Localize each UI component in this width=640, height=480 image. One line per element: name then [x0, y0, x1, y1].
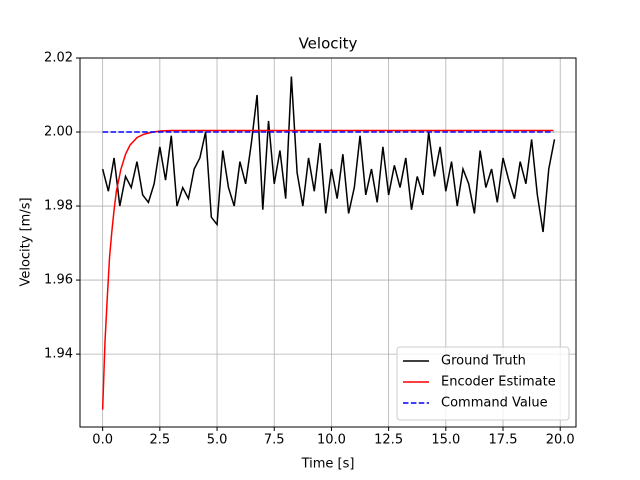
series-line: [101, 129, 554, 410]
x-tick-label: 5.0: [207, 433, 228, 448]
legend-label: Ground Truth: [441, 354, 526, 369]
y-axis-label: Velocity [m/s]: [19, 197, 34, 286]
y-tick-label: 1.94: [44, 347, 73, 362]
y-tick-label: 2.02: [44, 51, 73, 66]
x-tick-label: 12.5: [374, 433, 403, 448]
plot-frame: [79, 57, 577, 428]
y-tick-label: 1.96: [44, 273, 73, 288]
legend-box: [396, 346, 570, 421]
x-tick-label: 10.0: [317, 433, 346, 448]
legend-label: Encoder Estimate: [441, 375, 556, 390]
x-tick-label: 2.5: [150, 433, 171, 448]
y-tick-label: 1.98: [44, 199, 73, 214]
chart-title: Velocity: [299, 35, 358, 53]
x-axis-label: Time [s]: [301, 457, 355, 472]
series-line: [101, 76, 556, 233]
x-tick-label: 17.5: [489, 433, 518, 448]
x-tick-label: 20.0: [546, 433, 575, 448]
legend-label: Command Value: [441, 396, 548, 411]
y-tick-label: 2.00: [44, 125, 73, 140]
x-tick-label: 7.5: [264, 433, 285, 448]
x-tick-label: 0.0: [92, 433, 113, 448]
x-tick-label: 15.0: [431, 433, 460, 448]
